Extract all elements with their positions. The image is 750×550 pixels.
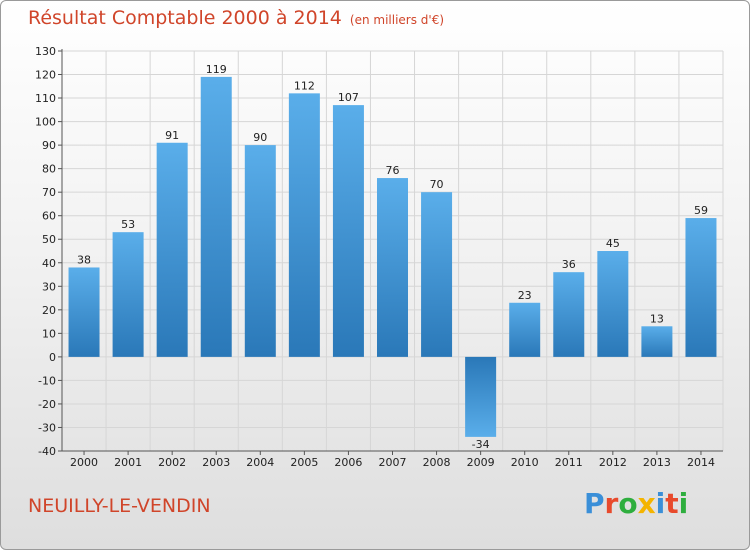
bar [685, 218, 717, 357]
x-tick-label: 2006 [334, 456, 362, 469]
x-tick-label: 2002 [158, 456, 186, 469]
data-label: 112 [294, 79, 315, 92]
x-tick-label: 2007 [379, 456, 407, 469]
logo-letter: P [584, 487, 605, 520]
y-tick-label: 100 [35, 116, 56, 129]
y-tick-label: 60 [42, 210, 56, 223]
y-tick-label: 20 [42, 304, 56, 317]
x-tick-label: 2009 [467, 456, 495, 469]
y-tick-label: 30 [42, 280, 56, 293]
data-label: 36 [562, 258, 576, 271]
data-label: 70 [430, 178, 444, 191]
bar [465, 356, 497, 437]
x-tick-label: 2013 [643, 456, 671, 469]
x-tick-label: 2012 [599, 456, 627, 469]
logo-letter: t [665, 487, 679, 520]
x-tick-label: 2011 [555, 456, 583, 469]
data-label: 119 [206, 63, 227, 76]
data-label: -34 [472, 438, 490, 451]
y-tick-label: 50 [42, 233, 56, 246]
logo-letter: i [655, 487, 666, 520]
data-label: 13 [650, 312, 664, 325]
bar [597, 251, 629, 357]
y-tick-label: 0 [49, 351, 56, 364]
y-tick-label: 80 [42, 163, 56, 176]
data-label: 59 [694, 204, 708, 217]
bar [288, 93, 320, 357]
data-label: 23 [518, 289, 532, 302]
y-tick-label: 70 [42, 186, 56, 199]
y-tick-label: 130 [35, 45, 56, 58]
y-tick-label: 90 [42, 139, 56, 152]
y-tick-label: -30 [38, 421, 56, 434]
data-label: 107 [338, 91, 359, 104]
y-tick-label: -20 [38, 398, 56, 411]
bar [509, 302, 541, 357]
proxiti-logo: Proxiti [584, 487, 688, 520]
x-tick-label: 2014 [687, 456, 715, 469]
title-line: Résultat Comptable 2000 à 2014 (en millie… [28, 7, 444, 29]
logo-letter: r [604, 487, 619, 520]
bar [553, 272, 585, 357]
bar [377, 178, 408, 357]
data-label: 38 [77, 253, 91, 266]
town-name: NEUILLY-LE-VENDIN [28, 495, 211, 517]
y-tick-label: -40 [38, 445, 56, 458]
bar [332, 105, 364, 357]
data-label: 45 [606, 237, 620, 250]
x-tick-label: 2001 [114, 456, 142, 469]
x-tick-label: 2003 [202, 456, 230, 469]
data-label: 91 [165, 129, 179, 142]
bar [112, 232, 144, 357]
bar [244, 145, 276, 357]
bar [641, 326, 673, 357]
y-tick-label: 40 [42, 257, 56, 270]
bar [200, 76, 232, 357]
data-label: 53 [121, 218, 135, 231]
bar [68, 267, 100, 357]
logo-letter: i [678, 487, 689, 520]
data-label: 76 [386, 164, 400, 177]
x-tick-label: 2004 [246, 456, 274, 469]
bar [156, 142, 188, 357]
logo-letter: o [618, 487, 638, 520]
y-tick-label: 110 [35, 92, 56, 105]
data-label: 90 [253, 131, 267, 144]
chart-unit: (en milliers d'€) [349, 13, 445, 27]
x-tick-label: 2008 [423, 456, 451, 469]
logo-letter: x [637, 487, 656, 520]
chart-title: Résultat Comptable 2000 à 2014 [28, 7, 342, 29]
x-tick-label: 2010 [511, 456, 539, 469]
y-tick-label: 120 [35, 69, 56, 82]
bar [421, 192, 453, 357]
y-tick-label: -10 [38, 374, 56, 387]
y-tick-label: 10 [42, 327, 56, 340]
x-tick-label: 2000 [70, 456, 98, 469]
x-tick-label: 2005 [290, 456, 318, 469]
